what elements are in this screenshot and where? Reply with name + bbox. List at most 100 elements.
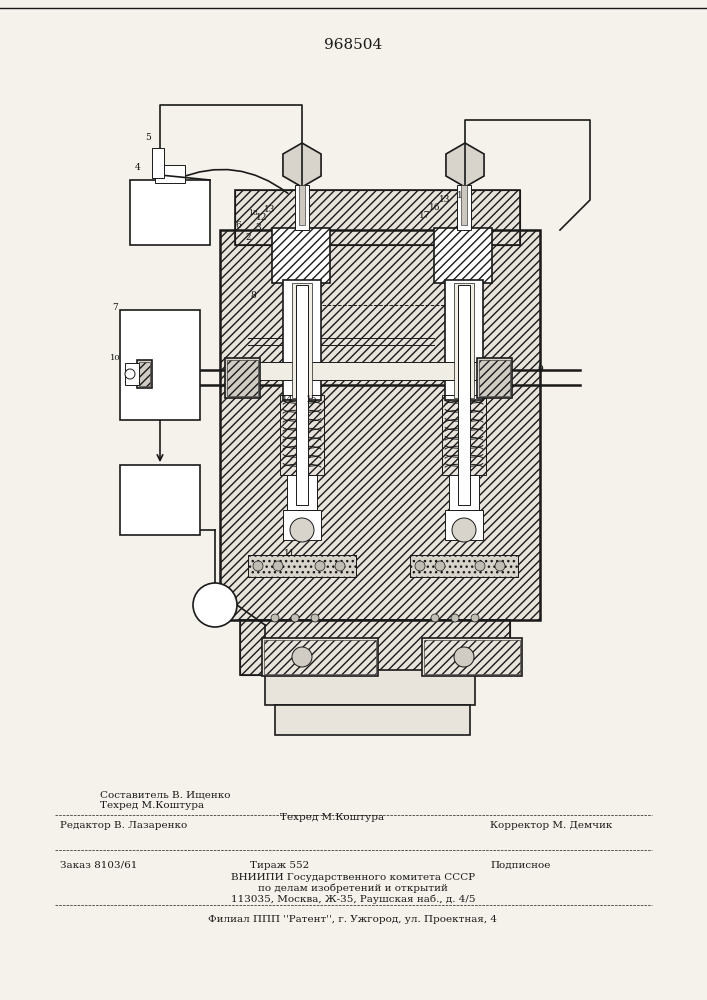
- Bar: [125, 363, 139, 385]
- Circle shape: [311, 614, 319, 622]
- Text: 5: 5: [145, 133, 151, 142]
- Bar: [240, 620, 510, 675]
- Circle shape: [451, 614, 459, 622]
- Text: 13: 13: [439, 196, 450, 205]
- Text: 11: 11: [284, 548, 296, 558]
- Text: Составитель В. Ищенко: Составитель В. Ищенко: [100, 790, 230, 800]
- Bar: [235, 190, 520, 245]
- Circle shape: [471, 614, 479, 622]
- Text: 14: 14: [282, 395, 293, 404]
- Circle shape: [291, 614, 299, 622]
- Circle shape: [475, 561, 485, 571]
- Bar: [445, 280, 483, 400]
- Text: Корректор М. Демчик: Корректор М. Демчик: [490, 820, 612, 830]
- Text: 6: 6: [235, 221, 241, 230]
- Bar: [255, 362, 505, 380]
- Bar: [120, 310, 200, 420]
- Text: 17: 17: [419, 211, 431, 220]
- Bar: [424, 640, 520, 674]
- Bar: [235, 190, 520, 245]
- Text: 13: 13: [264, 206, 276, 215]
- Circle shape: [253, 561, 263, 571]
- Circle shape: [454, 647, 474, 667]
- Bar: [139, 362, 150, 386]
- Bar: [272, 228, 330, 283]
- Text: 10: 10: [110, 354, 121, 362]
- Text: Филиал ППП ''Pатент'', г. Ужгород, ул. Проектная, 4: Филиал ППП ''Pатент'', г. Ужгород, ул. П…: [209, 916, 498, 924]
- Bar: [248, 555, 356, 577]
- Bar: [296, 285, 308, 505]
- Circle shape: [290, 518, 314, 542]
- Text: 3: 3: [255, 224, 261, 232]
- Polygon shape: [446, 143, 484, 187]
- Text: 15: 15: [306, 395, 318, 404]
- Circle shape: [435, 561, 445, 571]
- Bar: [299, 185, 305, 225]
- Text: Подписное: Подписное: [490, 860, 550, 869]
- Polygon shape: [283, 143, 321, 187]
- Bar: [264, 640, 376, 674]
- Circle shape: [273, 561, 283, 571]
- Circle shape: [271, 614, 279, 622]
- Bar: [240, 620, 510, 675]
- Text: 18: 18: [248, 209, 258, 217]
- Circle shape: [125, 369, 135, 379]
- Text: Техред М.Коштура: Техред М.Коштура: [100, 800, 204, 810]
- Text: 8: 8: [250, 292, 256, 300]
- Text: по делам изобретений и открытий: по делам изобретений и открытий: [258, 883, 448, 893]
- Bar: [445, 510, 483, 540]
- Circle shape: [452, 518, 476, 542]
- Bar: [225, 358, 260, 398]
- Bar: [280, 395, 324, 475]
- Bar: [479, 360, 510, 396]
- Text: Техред М.Коштура: Техред М.Коштура: [280, 814, 384, 822]
- Circle shape: [335, 561, 345, 571]
- Bar: [457, 185, 471, 230]
- Bar: [451, 477, 477, 507]
- Bar: [454, 283, 474, 398]
- Bar: [283, 510, 321, 540]
- Text: ВНИИПИ Государственного комитета СССР: ВНИИПИ Государственного комитета СССР: [231, 872, 475, 882]
- Circle shape: [431, 614, 439, 622]
- Circle shape: [193, 583, 237, 627]
- Text: 1: 1: [457, 190, 463, 200]
- Text: 2: 2: [245, 232, 251, 241]
- Text: 9: 9: [537, 365, 543, 374]
- Bar: [152, 148, 164, 178]
- Bar: [248, 555, 356, 577]
- Circle shape: [415, 561, 425, 571]
- Circle shape: [315, 561, 325, 571]
- Bar: [130, 180, 210, 245]
- Bar: [442, 395, 486, 475]
- Bar: [477, 358, 512, 398]
- Bar: [410, 555, 518, 577]
- Bar: [265, 670, 475, 705]
- Bar: [458, 285, 470, 505]
- Text: Редактор В. Лазаренко: Редактор В. Лазаренко: [60, 820, 187, 830]
- Bar: [227, 360, 258, 396]
- Bar: [449, 475, 479, 510]
- Text: 968504: 968504: [324, 38, 382, 52]
- Text: 7: 7: [112, 304, 118, 312]
- Bar: [292, 283, 312, 398]
- Bar: [434, 228, 492, 283]
- Circle shape: [495, 561, 505, 571]
- Text: 113035, Москва, Ж-35, Раушская наб., д. 4/5: 113035, Москва, Ж-35, Раушская наб., д. …: [230, 894, 475, 904]
- Bar: [262, 638, 378, 676]
- Text: 4: 4: [135, 163, 141, 172]
- Bar: [275, 705, 470, 735]
- Text: 16: 16: [429, 204, 440, 213]
- Bar: [289, 477, 315, 507]
- Text: 12: 12: [257, 214, 268, 223]
- Bar: [220, 230, 540, 620]
- Bar: [137, 360, 152, 388]
- Circle shape: [292, 647, 312, 667]
- Bar: [220, 230, 540, 620]
- Bar: [410, 555, 518, 577]
- Bar: [283, 280, 321, 400]
- Bar: [287, 475, 317, 510]
- Bar: [155, 165, 185, 183]
- Bar: [461, 185, 467, 225]
- Bar: [295, 185, 309, 230]
- Text: Заказ 8103/61: Заказ 8103/61: [60, 860, 137, 869]
